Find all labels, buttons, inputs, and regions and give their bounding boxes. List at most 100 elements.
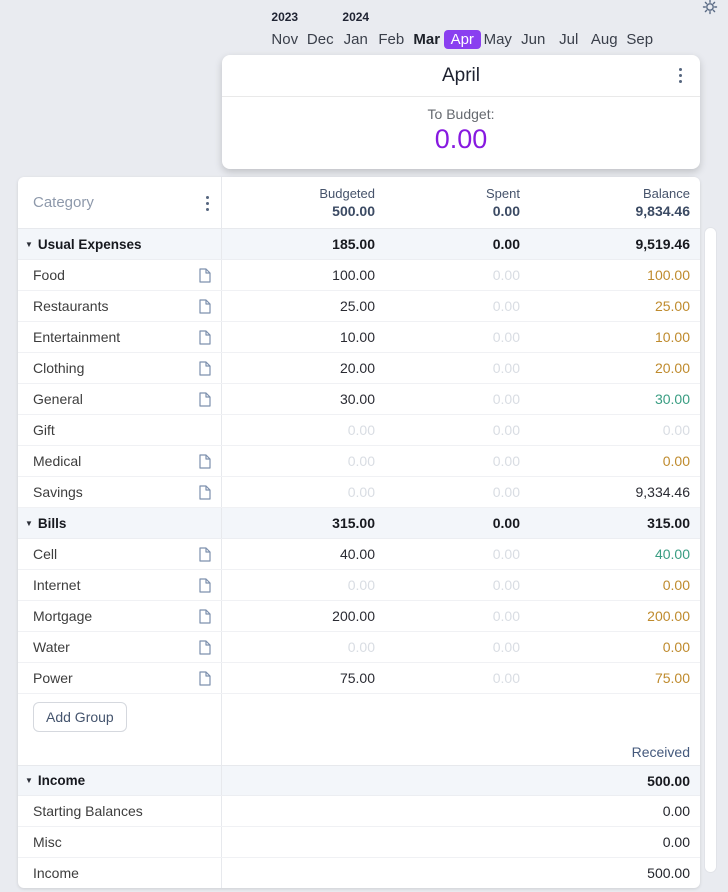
category-note-icon[interactable] bbox=[199, 578, 211, 596]
budgeted-value[interactable]: 0.00 bbox=[347, 422, 375, 438]
budgeted-value[interactable]: 0.00 bbox=[347, 577, 375, 593]
month-tab-may[interactable]: May bbox=[480, 28, 516, 50]
category-note-icon[interactable] bbox=[199, 547, 211, 565]
received-value: 0.00 bbox=[662, 803, 690, 819]
category-name-cell[interactable]: Mortgage bbox=[18, 601, 222, 631]
spent-value[interactable]: 0.00 bbox=[492, 670, 520, 686]
budgeted-value[interactable]: 100.00 bbox=[332, 267, 375, 283]
balance-value[interactable]: 0.00 bbox=[662, 577, 690, 593]
balance-value[interactable]: 20.00 bbox=[654, 360, 690, 376]
category-note-icon[interactable] bbox=[199, 330, 211, 348]
category-name-cell[interactable]: Starting Balances bbox=[18, 796, 222, 826]
month-tab-jul[interactable]: Jul bbox=[551, 28, 587, 50]
income-group-row[interactable]: ▼ Income 500.00 bbox=[18, 765, 700, 796]
spent-value[interactable]: 0.00 bbox=[492, 453, 520, 469]
month-tab-aug[interactable]: Aug bbox=[587, 28, 623, 50]
group-row[interactable]: ▼ Bills 315.00 0.00 315.00 bbox=[18, 508, 700, 539]
year-spacer bbox=[587, 10, 623, 24]
category-name-cell[interactable]: Clothing bbox=[18, 353, 222, 383]
month-tab-dec[interactable]: Dec bbox=[303, 28, 339, 50]
balance-value[interactable]: 25.00 bbox=[654, 298, 690, 314]
spent-column-header[interactable]: Spent bbox=[486, 186, 520, 201]
spent-value[interactable]: 0.00 bbox=[492, 608, 520, 624]
category-name-cell[interactable]: Income bbox=[18, 858, 222, 888]
category-name-cell[interactable]: Internet bbox=[18, 570, 222, 600]
to-budget-value[interactable]: 0.00 bbox=[434, 124, 488, 154]
category-name-cell[interactable]: Misc bbox=[18, 827, 222, 857]
month-tab-jun[interactable]: Jun bbox=[516, 28, 552, 50]
category-name-cell[interactable]: Entertainment bbox=[18, 322, 222, 352]
spent-value[interactable]: 0.00 bbox=[492, 360, 520, 376]
budgeted-value[interactable]: 200.00 bbox=[332, 608, 375, 624]
collapse-triangle-icon[interactable]: ▼ bbox=[25, 518, 33, 528]
category-name-cell[interactable]: Savings bbox=[18, 477, 222, 507]
category-note-icon[interactable] bbox=[199, 485, 211, 503]
received-header-row: Received bbox=[18, 739, 700, 765]
month-tab-mar[interactable]: Mar bbox=[409, 28, 445, 50]
group-row[interactable]: ▼ Usual Expenses 185.00 0.00 9,519.46 bbox=[18, 229, 700, 260]
balance-value[interactable]: 0.00 bbox=[662, 639, 690, 655]
spent-value[interactable]: 0.00 bbox=[492, 267, 520, 283]
month-tab-sep[interactable]: Sep bbox=[622, 28, 658, 50]
budgeted-value[interactable]: 30.00 bbox=[339, 391, 375, 407]
balance-value[interactable]: 9,334.46 bbox=[635, 484, 691, 500]
budgeted-value[interactable]: 75.00 bbox=[339, 670, 375, 686]
budgeted-column-header[interactable]: Budgeted bbox=[319, 186, 375, 201]
collapse-triangle-icon[interactable]: ▼ bbox=[25, 776, 33, 785]
category-name: Water bbox=[33, 639, 70, 655]
category-name-cell[interactable]: Restaurants bbox=[18, 291, 222, 321]
category-name-cell[interactable]: Food bbox=[18, 260, 222, 290]
category-name-cell[interactable]: Cell bbox=[18, 539, 222, 569]
month-tab-label: Feb bbox=[378, 30, 405, 48]
balance-value[interactable]: 0.00 bbox=[662, 422, 690, 438]
balance-value[interactable]: 30.00 bbox=[654, 391, 690, 407]
category-note-icon[interactable] bbox=[199, 454, 211, 472]
category-note-icon[interactable] bbox=[199, 671, 211, 689]
budgeted-value[interactable]: 0.00 bbox=[347, 453, 375, 469]
spent-value[interactable]: 0.00 bbox=[492, 577, 520, 593]
spent-value[interactable]: 0.00 bbox=[492, 391, 520, 407]
category-note-icon[interactable] bbox=[199, 361, 211, 379]
balance-value[interactable]: 40.00 bbox=[654, 546, 690, 562]
month-tab-feb[interactable]: Feb bbox=[374, 28, 410, 50]
theme-toggle-sun-icon[interactable] bbox=[700, 0, 720, 16]
category-name-cell[interactable]: General bbox=[18, 384, 222, 414]
category-note-icon[interactable] bbox=[199, 268, 211, 286]
budgeted-value[interactable]: 10.00 bbox=[339, 329, 375, 345]
budgeted-value[interactable]: 20.00 bbox=[339, 360, 375, 376]
spent-value[interactable]: 0.00 bbox=[492, 639, 520, 655]
budgeted-value[interactable]: 0.00 bbox=[347, 484, 375, 500]
spent-value[interactable]: 0.00 bbox=[492, 422, 520, 438]
category-name: Medical bbox=[33, 453, 82, 469]
category-name-cell[interactable]: Water bbox=[18, 632, 222, 662]
category-note-icon[interactable] bbox=[199, 640, 211, 658]
month-tab-jan[interactable]: Jan bbox=[338, 28, 374, 50]
category-note-icon[interactable] bbox=[199, 299, 211, 317]
balance-column-header[interactable]: Balance bbox=[643, 186, 690, 201]
spent-value[interactable]: 0.00 bbox=[492, 298, 520, 314]
budgeted-value[interactable]: 0.00 bbox=[347, 639, 375, 655]
add-group-button[interactable]: Add Group bbox=[33, 701, 127, 732]
category-name-cell[interactable]: Gift bbox=[18, 415, 222, 445]
category-name-cell[interactable]: Power bbox=[18, 663, 222, 693]
budgeted-value[interactable]: 40.00 bbox=[339, 546, 375, 562]
spent-value[interactable]: 0.00 bbox=[492, 546, 520, 562]
spent-value[interactable]: 0.00 bbox=[492, 484, 520, 500]
balance-value[interactable]: 0.00 bbox=[662, 453, 690, 469]
category-name-cell[interactable]: Medical bbox=[18, 446, 222, 476]
balance-value[interactable]: 75.00 bbox=[654, 670, 690, 686]
month-tab-nov[interactable]: Nov bbox=[267, 28, 303, 50]
balance-value[interactable]: 100.00 bbox=[647, 267, 690, 283]
category-note-icon[interactable] bbox=[199, 609, 211, 627]
vertical-scrollbar-thumb[interactable] bbox=[705, 228, 716, 872]
table-row: Restaurants 25.00 0.00 25.00 bbox=[18, 291, 700, 322]
budgeted-value[interactable]: 25.00 bbox=[339, 298, 375, 314]
spent-value[interactable]: 0.00 bbox=[492, 329, 520, 345]
category-menu-kebab-icon[interactable] bbox=[206, 194, 209, 212]
month-menu-kebab-icon[interactable] bbox=[679, 66, 682, 84]
balance-value[interactable]: 10.00 bbox=[654, 329, 690, 345]
collapse-triangle-icon[interactable]: ▼ bbox=[25, 239, 33, 249]
category-note-icon[interactable] bbox=[199, 392, 211, 410]
balance-value[interactable]: 200.00 bbox=[647, 608, 690, 624]
month-tab-apr[interactable]: Apr bbox=[443, 28, 481, 50]
